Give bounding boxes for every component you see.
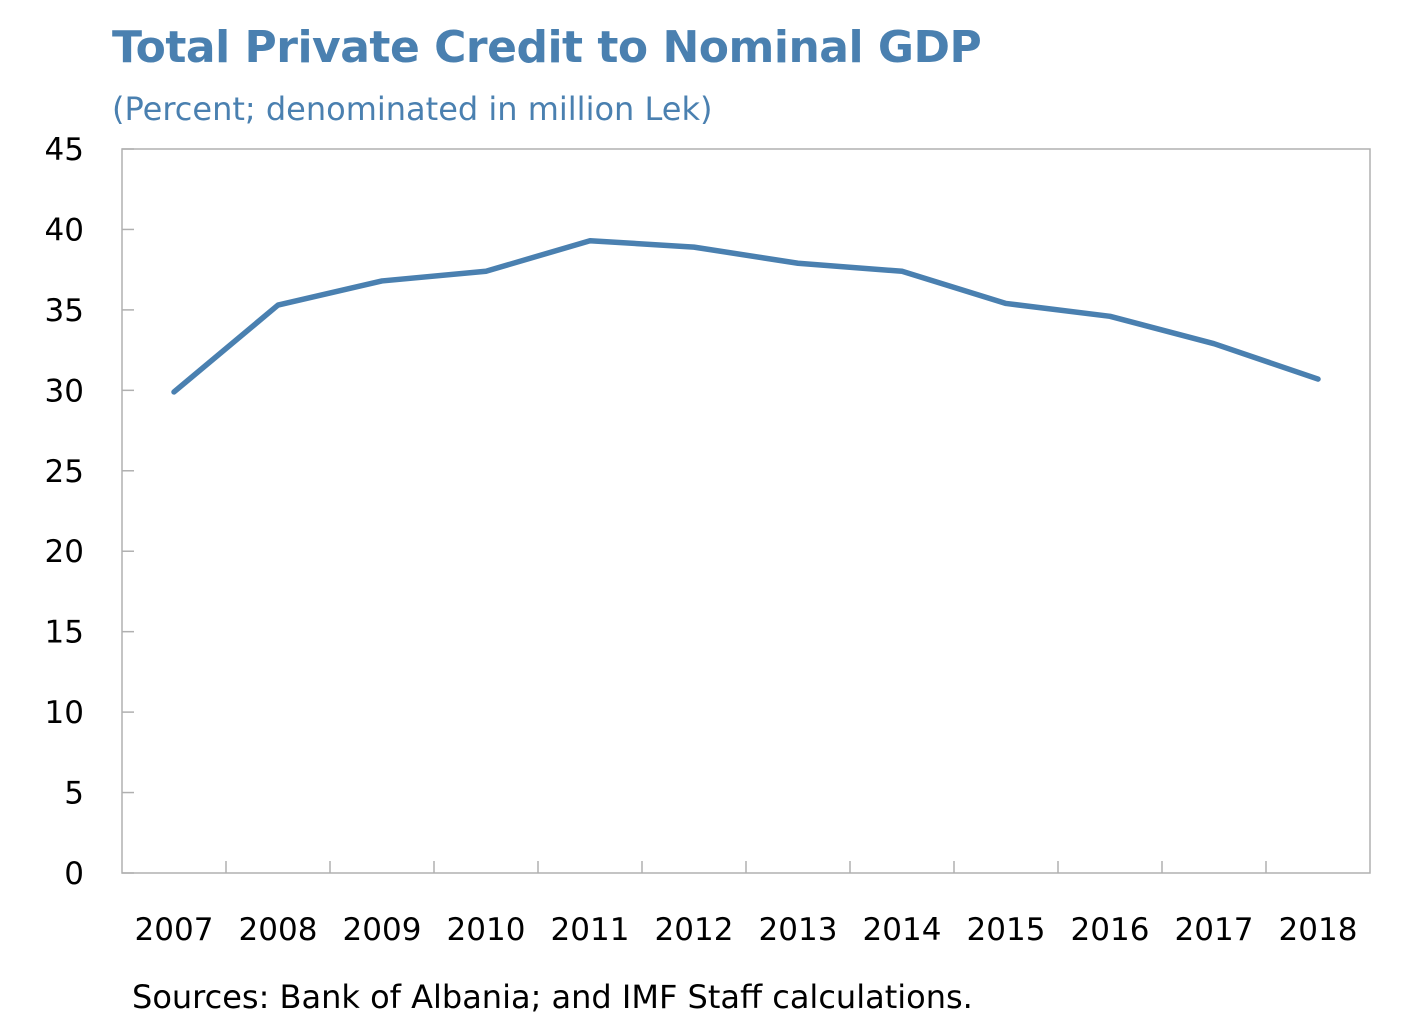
y-tick-label: 40 [45, 212, 84, 248]
x-tick-label: 2013 [759, 912, 838, 948]
x-tick-label: 2017 [1175, 912, 1254, 948]
y-tick-label: 35 [45, 293, 84, 329]
y-axis: 0 5 10 15 20 25 30 35 40 45 [45, 132, 134, 892]
x-tick-label: 2011 [551, 912, 630, 948]
x-tick-label: 2009 [343, 912, 422, 948]
y-tick-label: 5 [64, 776, 84, 812]
x-tick-label: 2016 [1071, 912, 1150, 948]
chart-title: Total Private Credit to Nominal GDP [112, 22, 982, 73]
y-tick-label: 10 [45, 695, 84, 731]
y-tick-label: 20 [45, 534, 84, 570]
y-tick-label: 25 [45, 454, 84, 490]
x-tick-label: 2018 [1279, 912, 1358, 948]
x-tick-label: 2007 [135, 912, 214, 948]
x-tick-label: 2008 [239, 912, 318, 948]
y-tick-label: 15 [45, 615, 84, 651]
y-tick-label: 45 [45, 132, 84, 168]
series-line [171, 237, 1321, 395]
x-tick-label: 2015 [967, 912, 1046, 948]
y-tick-label: 0 [64, 856, 84, 892]
x-axis: 2007 2008 2009 2010 2011 2012 2013 2014 2015 2016… [135, 861, 1358, 948]
x-tick-label: 2010 [447, 912, 526, 948]
series-group [171, 237, 1321, 395]
y-tick-label: 30 [45, 373, 84, 409]
source-note: Sources: Bank of Albania; and IMF Staff … [132, 978, 973, 1016]
x-tick-label: 2012 [655, 912, 734, 948]
chart-subtitle: (Percent; denominated in million Lek) [112, 90, 713, 128]
x-tick-label: 2014 [863, 912, 942, 948]
